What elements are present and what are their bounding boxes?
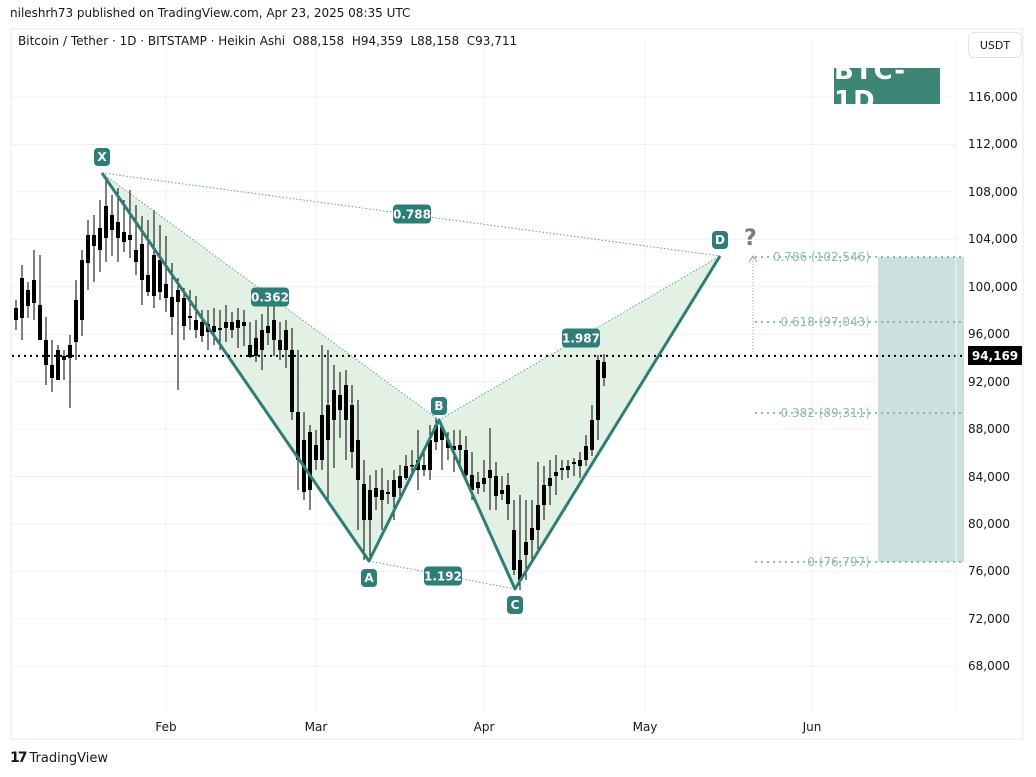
- fib-level-label: 0 (76,797): [807, 555, 870, 569]
- candles: [14, 180, 606, 590]
- title-badge: BTC-1D: [834, 56, 940, 116]
- currency-button[interactable]: USDT: [968, 32, 1022, 58]
- price-tick: 80,000: [968, 516, 1010, 531]
- fib-lines: [755, 256, 964, 563]
- pattern-ratio-label[interactable]: 1.987: [562, 328, 600, 348]
- pattern-point-c[interactable]: C: [507, 596, 523, 614]
- tradingview-logo[interactable]: 17 TradingView: [10, 750, 108, 766]
- price-tick: 108,000: [968, 184, 1018, 199]
- pattern-ratio-label[interactable]: 0.362: [251, 287, 289, 307]
- fib-level-label: 0.786 (102,546): [772, 250, 870, 264]
- question-mark-icon: ?: [744, 226, 757, 251]
- pattern-point-x[interactable]: X: [94, 148, 110, 166]
- price-tick: 68,000: [968, 659, 1010, 674]
- time-tick: Jun: [802, 720, 822, 734]
- time-tick: Feb: [155, 720, 177, 734]
- price-tick: 100,000: [968, 279, 1018, 294]
- time-tick: Apr: [473, 720, 495, 734]
- price-tick: 72,000: [968, 611, 1010, 626]
- pattern-point-d[interactable]: D: [712, 231, 728, 249]
- price-tick: 104,000: [968, 232, 1018, 247]
- pattern-point-b[interactable]: B: [431, 397, 447, 415]
- time-tick: May: [632, 720, 658, 734]
- fib-level-label: 0.618 (97,043): [780, 315, 870, 329]
- price-tick: 96,000: [968, 327, 1010, 342]
- brand-name: TradingView: [29, 750, 109, 766]
- ohlc-low: L88,158: [410, 34, 460, 48]
- grid-lines: [12, 40, 956, 712]
- symbol-name: Bitcoin / Tether · 1D · BITSTAMP · Heiki…: [18, 34, 286, 48]
- pattern-fill-bcd: [439, 256, 720, 589]
- chart-frame: [10, 28, 1024, 740]
- fib-level-label: 0.382 (89,311): [780, 406, 870, 420]
- target-zone: [878, 257, 964, 562]
- ohlc-close: C93,711: [466, 34, 518, 48]
- published-info: nileshrh73 published on TradingView.com,…: [10, 6, 411, 20]
- pattern-ratio-label[interactable]: 1.192: [424, 566, 462, 586]
- harmonic-pattern-line[interactable]: [100, 172, 722, 591]
- time-tick: Mar: [304, 720, 328, 734]
- current-price-tag: 94,169: [968, 346, 1022, 365]
- price-tick: 112,000: [968, 137, 1018, 152]
- price-tick: 84,000: [968, 469, 1010, 484]
- pattern-ratio-label[interactable]: 0.788: [393, 204, 431, 224]
- price-tick: 116,000: [968, 90, 1018, 104]
- ohlc-open: O88,158: [292, 34, 345, 48]
- price-tick: 76,000: [968, 564, 1010, 579]
- ohlc-high: H94,359: [351, 34, 403, 48]
- pattern-point-a[interactable]: A: [361, 569, 377, 587]
- symbol-legend: Bitcoin / Tether · 1D · BITSTAMP · Heiki…: [18, 34, 517, 48]
- price-tick: 92,000: [968, 374, 1010, 389]
- pattern-fill-xab: [102, 173, 439, 561]
- tradingview-logo-icon: 17: [10, 750, 28, 766]
- price-tick: 88,000: [968, 422, 1010, 437]
